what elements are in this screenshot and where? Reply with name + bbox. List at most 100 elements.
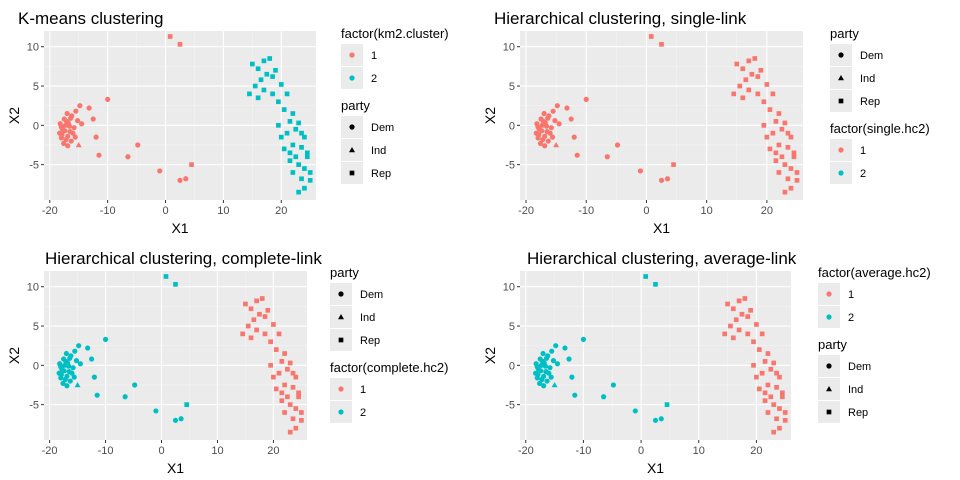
x-tick-label: 10 bbox=[701, 205, 713, 217]
data-point bbox=[262, 331, 268, 337]
data-point bbox=[56, 370, 62, 376]
data-point bbox=[652, 417, 659, 423]
data-point bbox=[537, 140, 544, 147]
data-point bbox=[571, 134, 577, 140]
data-point bbox=[293, 425, 299, 431]
data-point bbox=[756, 347, 762, 352]
data-point bbox=[780, 390, 785, 396]
data-point bbox=[273, 347, 279, 352]
data-point bbox=[183, 176, 189, 182]
data-point bbox=[262, 314, 268, 319]
plot-background bbox=[44, 271, 307, 440]
y-tick-label: 5 bbox=[33, 321, 39, 333]
data-point bbox=[177, 177, 183, 183]
data-point bbox=[664, 176, 671, 182]
chart-panel-2: -20 -10 0 10 20 -5 0 5 10 Hierarchical clustering… bbox=[482, 9, 930, 236]
data-point bbox=[90, 116, 96, 122]
legend-key-shape bbox=[826, 386, 832, 392]
data-point bbox=[299, 418, 304, 423]
data-point bbox=[768, 366, 774, 372]
data-point bbox=[534, 375, 540, 381]
data-point bbox=[307, 178, 313, 183]
x-axis-label: X1 bbox=[653, 220, 670, 236]
legend-key-label: Rep bbox=[360, 335, 380, 347]
data-point bbox=[761, 99, 767, 105]
data-point bbox=[758, 67, 764, 73]
data-point bbox=[777, 406, 782, 411]
data-point bbox=[541, 383, 547, 389]
data-point bbox=[540, 350, 546, 357]
data-point bbox=[556, 121, 562, 127]
legend-key-swatch bbox=[349, 75, 355, 81]
data-point bbox=[648, 34, 654, 39]
data-point bbox=[276, 99, 281, 105]
data-point bbox=[794, 170, 800, 175]
data-point bbox=[68, 115, 74, 121]
data-point bbox=[66, 363, 72, 369]
legend-key-label: 1 bbox=[860, 145, 866, 157]
data-point bbox=[287, 360, 293, 366]
data-point bbox=[743, 77, 749, 83]
data-point bbox=[785, 144, 791, 150]
data-point bbox=[287, 119, 293, 124]
chart-panel-1: -20 -10 0 10 20 -5 0 5 10 K-means clustering X1 X2 f… bbox=[6, 9, 449, 236]
data-point bbox=[61, 140, 67, 147]
data-point bbox=[58, 364, 64, 370]
data-point bbox=[86, 105, 92, 111]
data-point bbox=[276, 331, 282, 337]
chart-title: Hierarchical clustering, average-link bbox=[527, 249, 797, 268]
x-axis-label: X1 bbox=[171, 220, 188, 236]
data-point bbox=[564, 105, 570, 111]
y-axis-label: X2 bbox=[6, 107, 22, 124]
data-point bbox=[88, 356, 95, 362]
data-point bbox=[762, 390, 768, 396]
data-point bbox=[761, 122, 767, 128]
data-point bbox=[637, 168, 644, 174]
data-point bbox=[756, 386, 762, 392]
data-point bbox=[782, 120, 788, 126]
data-point bbox=[767, 146, 773, 152]
data-point bbox=[542, 133, 548, 139]
data-point bbox=[255, 95, 261, 101]
data-point bbox=[545, 115, 551, 121]
legend-key-label: Rep bbox=[860, 96, 880, 108]
party-legend-title: party bbox=[330, 265, 359, 280]
data-point bbox=[614, 142, 621, 148]
data-point bbox=[658, 177, 665, 183]
data-point bbox=[659, 42, 664, 47]
data-point bbox=[102, 336, 109, 342]
data-point bbox=[755, 91, 761, 97]
cluster-legend-title: factor(km2.cluster) bbox=[341, 26, 449, 41]
data-point bbox=[70, 130, 76, 136]
data-point bbox=[539, 122, 545, 128]
legend-key-label: 2 bbox=[371, 73, 377, 85]
data-point bbox=[62, 128, 68, 134]
data-point bbox=[293, 154, 299, 160]
data-point bbox=[61, 368, 67, 374]
data-point bbox=[247, 91, 252, 97]
data-point bbox=[299, 410, 304, 415]
data-point bbox=[774, 384, 779, 390]
data-point bbox=[261, 58, 267, 64]
data-point bbox=[782, 162, 788, 167]
y-tick-label: -5 bbox=[29, 400, 39, 412]
data-point bbox=[751, 339, 756, 345]
data-point bbox=[273, 386, 279, 392]
legend-key-label: Dem bbox=[848, 361, 871, 373]
data-point bbox=[67, 355, 73, 361]
x-tick-label: -20 bbox=[42, 445, 58, 457]
legend-key-label: Dem bbox=[860, 50, 883, 62]
data-point bbox=[252, 83, 258, 89]
data-point bbox=[271, 374, 276, 380]
data-point bbox=[543, 355, 550, 361]
data-point bbox=[554, 361, 561, 367]
data-point bbox=[259, 296, 265, 301]
data-point bbox=[282, 410, 287, 415]
data-point bbox=[64, 110, 70, 117]
legend-key-shape bbox=[349, 147, 355, 153]
legend-key-shape bbox=[838, 98, 844, 104]
data-point bbox=[752, 56, 758, 61]
y-tick-label: 5 bbox=[509, 81, 515, 93]
chart-title: Hierarchical clustering, single-link bbox=[494, 9, 747, 28]
data-point bbox=[63, 118, 70, 124]
